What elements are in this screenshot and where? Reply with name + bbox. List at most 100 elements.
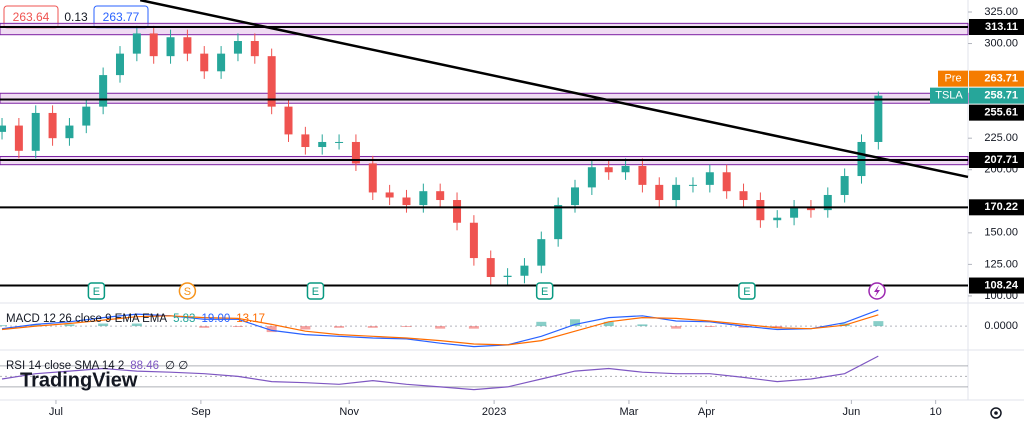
candle-body bbox=[621, 165, 630, 173]
macd-histogram-bar bbox=[131, 323, 142, 327]
session-tag: Pre bbox=[944, 73, 961, 85]
bid: 263.64 bbox=[13, 10, 50, 24]
zone bbox=[0, 92, 969, 104]
candle-body bbox=[436, 191, 445, 201]
settings-icon[interactable] bbox=[990, 407, 1002, 419]
candle-body bbox=[284, 106, 293, 135]
rsi-line bbox=[1, 355, 879, 391]
legend-value: 5.83 bbox=[173, 313, 195, 325]
watermark: TradingView bbox=[20, 369, 138, 391]
level-tag-bg bbox=[969, 152, 1024, 169]
event-label: E bbox=[93, 286, 100, 298]
candle-body bbox=[318, 141, 327, 148]
gear-hub[interactable] bbox=[994, 411, 998, 415]
y-tick-label: 125.00 bbox=[984, 258, 1018, 270]
macd-histogram-bar bbox=[637, 324, 648, 327]
candle-body bbox=[672, 184, 681, 201]
macd-histogram-bar bbox=[772, 326, 783, 328]
macd-histogram-bar bbox=[873, 321, 884, 327]
x-tick-label: Nov bbox=[339, 406, 359, 418]
x-tick-label: Apr bbox=[698, 406, 715, 418]
macd-legend: MACD 12 26 close 9 EMA EMA 5.83 19.00 13.17 bbox=[6, 313, 265, 325]
legend-value: 19.00 bbox=[201, 313, 230, 325]
macd-histogram-bar bbox=[536, 321, 547, 327]
quote-box: 263.64 0.13 263.77 bbox=[3, 5, 149, 29]
candle-body bbox=[773, 217, 782, 221]
candle-body bbox=[82, 106, 91, 126]
x-tick-label: 2023 bbox=[482, 406, 506, 418]
y-tick-label: 325.00 bbox=[984, 6, 1018, 18]
event-label: S bbox=[184, 286, 191, 298]
pre-price-tag: 263.71 bbox=[984, 73, 1018, 85]
level-tag-bg bbox=[969, 18, 1024, 35]
event-badge bbox=[178, 282, 197, 300]
candle-body bbox=[486, 258, 495, 278]
level-tag: 207.71 bbox=[984, 154, 1018, 166]
macd-histogram-bar bbox=[435, 326, 446, 329]
candle-body bbox=[99, 75, 108, 107]
macd-title: MACD 12 26 close 9 EMA EMA bbox=[6, 313, 167, 325]
candle-body bbox=[351, 141, 360, 164]
last-price-tag-bg bbox=[969, 87, 1024, 104]
last-price-tag: 258.71 bbox=[984, 90, 1018, 102]
macd-histogram-bar bbox=[401, 326, 412, 327]
level-tag: 108.24 bbox=[984, 279, 1019, 291]
candle-body bbox=[537, 239, 546, 266]
x-tick-label: Jun bbox=[843, 406, 861, 418]
macd-line bbox=[1, 309, 879, 348]
candle-body bbox=[368, 163, 377, 193]
event-badge bbox=[738, 282, 756, 300]
candle-body bbox=[554, 205, 563, 240]
candle-body bbox=[301, 134, 310, 148]
zone bbox=[0, 22, 969, 36]
candle-body bbox=[453, 200, 462, 223]
x-tick-label: Mar bbox=[619, 406, 638, 418]
pre-price-tag-bg bbox=[969, 70, 1024, 87]
spread: 0.13 bbox=[64, 10, 88, 24]
candle-body bbox=[638, 165, 647, 185]
candle-body bbox=[790, 207, 799, 218]
rsi-title: RSI 14 close SMA 14 2 bbox=[6, 360, 124, 372]
signal-line bbox=[1, 314, 879, 346]
candle-body bbox=[335, 141, 344, 143]
event-badge bbox=[306, 282, 325, 300]
event-badge bbox=[535, 282, 554, 300]
macd-histogram-bar bbox=[367, 326, 378, 328]
macd-histogram-bar bbox=[199, 326, 210, 328]
candle-body bbox=[200, 53, 209, 72]
candle-body bbox=[166, 37, 175, 57]
macd-histogram-bar bbox=[300, 326, 311, 330]
candle-body bbox=[419, 191, 428, 206]
candle-body bbox=[503, 275, 512, 278]
event-label: E bbox=[743, 286, 750, 298]
session-tag-bg bbox=[938, 70, 968, 87]
gear[interactable] bbox=[990, 407, 1002, 419]
candle-body bbox=[267, 56, 276, 107]
candle-body bbox=[48, 112, 57, 139]
candle-body bbox=[469, 222, 478, 259]
macd-histogram-bar bbox=[334, 326, 345, 328]
y-tick-label: 225.00 bbox=[984, 132, 1018, 144]
y-tick-label: 300.00 bbox=[984, 37, 1018, 49]
candle-body bbox=[587, 167, 596, 188]
candle-body bbox=[520, 265, 529, 276]
y-tick-label: 150.00 bbox=[984, 227, 1018, 239]
candle-body bbox=[233, 41, 242, 54]
candle-body bbox=[115, 53, 124, 76]
candle-body bbox=[183, 37, 192, 54]
macd-histogram-bar bbox=[603, 321, 614, 327]
event-label: E bbox=[312, 286, 319, 298]
macd-histogram-bar bbox=[266, 326, 277, 333]
x-tick-label: Sep bbox=[191, 406, 211, 418]
candle-body bbox=[31, 112, 40, 151]
macd-histogram-bar bbox=[570, 319, 581, 327]
level-tag: 255.61 bbox=[984, 107, 1018, 119]
trendline bbox=[139, 0, 969, 179]
event-label: E bbox=[541, 286, 548, 298]
candle-body bbox=[840, 176, 849, 195]
candle-body bbox=[756, 200, 765, 221]
macd-histogram-bar bbox=[671, 326, 682, 329]
candle-body bbox=[132, 33, 141, 54]
symbol-tag-bg bbox=[930, 87, 968, 104]
